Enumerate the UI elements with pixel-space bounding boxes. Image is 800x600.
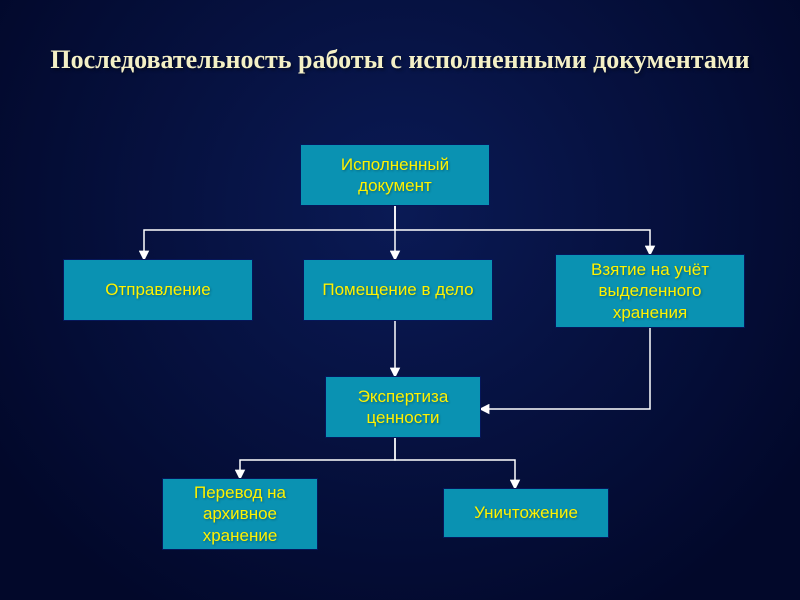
flowchart-edge — [395, 206, 650, 254]
flowchart-node-n2: Отправление — [63, 259, 253, 321]
flowchart-edge — [481, 328, 650, 409]
flowchart-node-n3: Помещение в дело — [303, 259, 493, 321]
flowchart-edge — [240, 438, 395, 478]
flowchart-edge — [395, 438, 515, 488]
slide: Последовательность работы с исполненными… — [0, 0, 800, 600]
slide-title: Последовательность работы с исполненными… — [0, 45, 800, 75]
flowchart-edge — [144, 206, 395, 259]
flowchart-node-n7: Уничтожение — [443, 488, 609, 538]
flowchart-node-n6: Перевод на архивное хранение — [162, 478, 318, 550]
flowchart-node-n1: Исполненный документ — [300, 144, 490, 206]
flowchart-node-n4: Взятие на учёт выделенного хранения — [555, 254, 745, 328]
flowchart-node-n5: Экспертиза ценности — [325, 376, 481, 438]
